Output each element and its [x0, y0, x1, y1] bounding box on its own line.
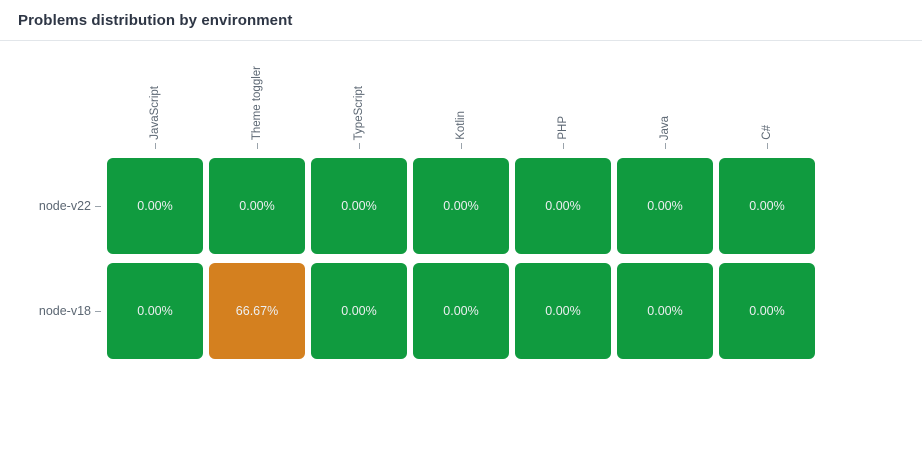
column-label-php: PHP — [515, 41, 611, 149]
x-axis-tick — [256, 143, 258, 149]
cell-value: 0.00% — [749, 199, 785, 213]
cell-value: 0.00% — [341, 199, 377, 213]
heatmap-cell[interactable]: 0.00% — [311, 263, 407, 359]
x-axis-label: C# — [761, 125, 773, 140]
heatmap-cell[interactable]: 0.00% — [617, 158, 713, 254]
y-axis-tick — [95, 310, 101, 312]
column-label-java: Java — [617, 41, 713, 149]
y-axis-label: node-v18 — [38, 304, 91, 318]
heatmap-chart: JavaScript Theme toggler TypeScript Kotl… — [0, 41, 922, 359]
cell-value: 0.00% — [341, 304, 377, 318]
heatmap-cell[interactable]: 0.00% — [515, 263, 611, 359]
cell-value: 0.00% — [443, 199, 479, 213]
y-axis-label: node-v22 — [38, 199, 91, 213]
column-label-theme-toggler: Theme toggler — [209, 41, 305, 149]
chart-title: Problems distribution by environment — [18, 12, 293, 29]
column-label-csharp: C# — [719, 41, 815, 149]
card-header: Problems distribution by environment — [0, 0, 922, 41]
heatmap-cell[interactable]: 0.00% — [515, 158, 611, 254]
column-label-kotlin: Kotlin — [413, 41, 509, 149]
heatmap-cell[interactable]: 66.67% — [209, 263, 305, 359]
x-axis-tick — [460, 143, 462, 149]
x-axis-label: Kotlin — [455, 111, 467, 140]
cell-value: 0.00% — [137, 304, 173, 318]
row-label-node-v22: node-v22 — [0, 158, 101, 254]
cell-value: 0.00% — [647, 199, 683, 213]
x-axis-label: Theme toggler — [251, 65, 263, 140]
axis-corner-spacer — [0, 41, 101, 149]
heatmap-cell[interactable]: 0.00% — [209, 158, 305, 254]
heatmap-cell[interactable]: 0.00% — [719, 158, 815, 254]
cell-value: 0.00% — [545, 304, 581, 318]
column-label-typescript: TypeScript — [311, 41, 407, 149]
cell-value: 0.00% — [443, 304, 479, 318]
cell-value: 66.67% — [235, 304, 279, 318]
x-axis-tick — [664, 143, 666, 149]
cell-value: 0.00% — [137, 199, 173, 213]
heatmap-cell[interactable]: 0.00% — [311, 158, 407, 254]
cell-value: 0.00% — [749, 304, 785, 318]
x-axis-tick — [358, 143, 360, 149]
cell-value: 0.00% — [239, 199, 275, 213]
x-axis-tick — [562, 143, 564, 149]
x-axis-label: TypeScript — [353, 85, 365, 140]
heatmap-cell[interactable]: 0.00% — [413, 263, 509, 359]
heatmap-cell[interactable]: 0.00% — [413, 158, 509, 254]
heatmap-cell[interactable]: 0.00% — [107, 158, 203, 254]
x-axis-label: PHP — [557, 116, 569, 140]
heatmap-cell[interactable]: 0.00% — [617, 263, 713, 359]
x-axis-label: Java — [659, 115, 671, 140]
heatmap-cell[interactable]: 0.00% — [107, 263, 203, 359]
column-label-javascript: JavaScript — [107, 41, 203, 149]
x-axis-label: JavaScript — [149, 86, 161, 140]
cell-value: 0.00% — [647, 304, 683, 318]
x-axis-tick — [766, 143, 768, 149]
heatmap-cell[interactable]: 0.00% — [719, 263, 815, 359]
x-axis-tick — [154, 143, 156, 149]
cell-value: 0.00% — [545, 199, 581, 213]
y-axis-tick — [95, 205, 101, 207]
row-label-node-v18: node-v18 — [0, 263, 101, 359]
